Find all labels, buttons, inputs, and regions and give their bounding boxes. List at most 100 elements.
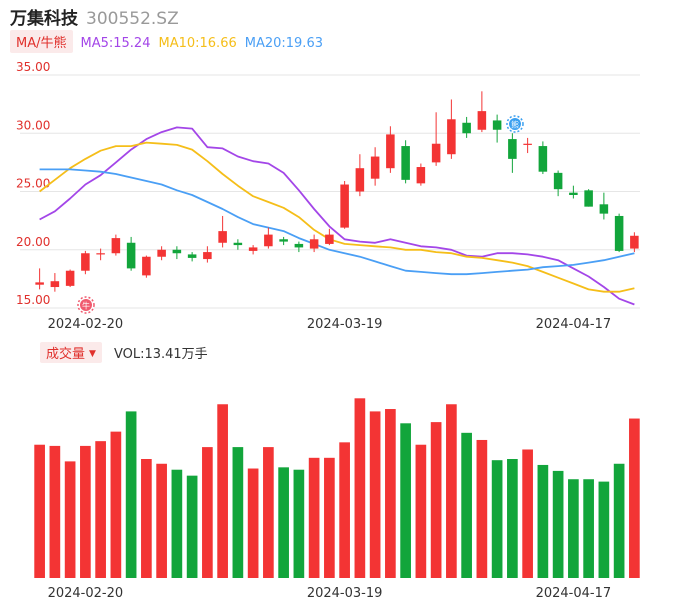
candle-body xyxy=(233,242,243,246)
candle xyxy=(569,185,578,199)
volume-bar xyxy=(125,411,137,578)
volume-bar xyxy=(583,479,594,578)
candle xyxy=(477,91,487,133)
volume-bar xyxy=(308,457,320,578)
volume-bar xyxy=(446,404,457,578)
candle-body xyxy=(96,253,105,255)
volume-bar xyxy=(34,444,45,578)
candle xyxy=(264,227,273,249)
candle xyxy=(233,239,243,250)
x-tick-label: 2024-04-17 xyxy=(536,317,612,332)
candle xyxy=(431,112,441,166)
candle-body xyxy=(416,167,426,184)
volume-bar xyxy=(278,467,289,578)
price-y-axis: 35.00 30.00 25.00 20.00 15.00 xyxy=(16,60,50,307)
candle-body xyxy=(401,146,410,180)
candle-body xyxy=(218,231,227,243)
candle xyxy=(218,215,227,248)
candle-body xyxy=(553,172,563,190)
candle-body xyxy=(35,282,44,285)
candle xyxy=(203,246,212,263)
candle xyxy=(614,213,624,253)
candle xyxy=(111,234,121,256)
stock-name: 万集科技 xyxy=(10,9,78,29)
candle-body xyxy=(81,253,90,271)
volume-bar xyxy=(385,409,396,578)
volume-x-axis: 2024-02-20 2024-03-19 2024-04-17 xyxy=(48,586,612,601)
candle xyxy=(157,246,166,261)
volume-bar xyxy=(430,422,442,578)
candle xyxy=(340,181,349,229)
candle xyxy=(81,250,90,275)
candle-body xyxy=(203,252,212,260)
candle-body xyxy=(630,235,639,249)
candle-body xyxy=(584,190,593,207)
candle-body xyxy=(340,184,349,228)
ma-lines xyxy=(39,126,635,306)
candle xyxy=(309,234,319,253)
candle xyxy=(294,241,304,253)
volume-bar xyxy=(232,447,244,578)
volume-bar xyxy=(49,445,61,578)
candle-body xyxy=(599,204,609,214)
candle xyxy=(492,114,502,143)
candle-body xyxy=(172,249,182,254)
x-tick-label: 2024-04-17 xyxy=(536,586,612,601)
markers: 牛 熊 xyxy=(77,115,524,314)
volume-bar xyxy=(263,447,274,578)
candle-body xyxy=(492,120,502,130)
candle-body xyxy=(325,234,334,244)
candle-body xyxy=(523,143,532,145)
candle xyxy=(630,232,639,253)
volume-bar xyxy=(217,404,228,578)
candle-body xyxy=(309,239,319,249)
x-tick-label: 2024-03-19 xyxy=(307,317,383,332)
x-tick-label: 2024-02-20 xyxy=(48,317,124,332)
candle xyxy=(401,140,410,184)
candle-body xyxy=(157,249,166,257)
candle-body xyxy=(569,192,578,195)
volume-bar xyxy=(186,475,198,578)
volume-bar xyxy=(491,460,503,578)
volume-bar xyxy=(95,441,106,578)
ma-indicator-selector[interactable]: MA/牛熊 xyxy=(10,30,73,53)
candle-body xyxy=(477,111,487,130)
ma20-line xyxy=(39,168,635,276)
candle-body xyxy=(50,281,60,288)
bull-marker-icon[interactable]: 牛 xyxy=(77,296,95,314)
candle-body xyxy=(187,254,197,258)
ma5-legend: MA5:15.24 xyxy=(80,36,151,51)
candle xyxy=(508,133,517,173)
candle xyxy=(447,99,456,159)
ma10-legend: MA10:16.66 xyxy=(158,36,237,51)
candle-body xyxy=(111,238,121,254)
volume-legend-row: 成交量 ▼ VOL:13.41万手 xyxy=(40,342,208,363)
candle xyxy=(370,147,380,186)
svg-text:熊: 熊 xyxy=(511,120,519,130)
volume-bar xyxy=(64,461,76,578)
candle xyxy=(325,228,334,246)
bear-marker-icon[interactable]: 熊 xyxy=(506,115,524,133)
volume-bar xyxy=(141,459,152,578)
svg-text:牛: 牛 xyxy=(82,301,90,311)
volume-indicator-selector[interactable]: 成交量 ▼ xyxy=(40,342,102,363)
candle xyxy=(172,246,182,260)
candle-body xyxy=(386,134,395,169)
volume-bar xyxy=(110,431,122,578)
candle-body xyxy=(538,146,548,172)
candle xyxy=(142,255,151,278)
volume-bar xyxy=(247,468,259,578)
candle-body xyxy=(248,247,258,251)
candle xyxy=(523,137,532,154)
volume-bar xyxy=(171,469,183,578)
candle xyxy=(65,269,75,288)
candle-body xyxy=(264,234,273,247)
candles xyxy=(35,91,639,292)
candle-body xyxy=(142,256,151,276)
volume-value: VOL:13.41万手 xyxy=(113,347,208,362)
ma20-legend: MA20:19.63 xyxy=(244,36,323,51)
volume-bar xyxy=(461,432,472,578)
stock-header: 万集科技 300552.SZ xyxy=(10,4,179,30)
candle-body xyxy=(370,156,380,179)
